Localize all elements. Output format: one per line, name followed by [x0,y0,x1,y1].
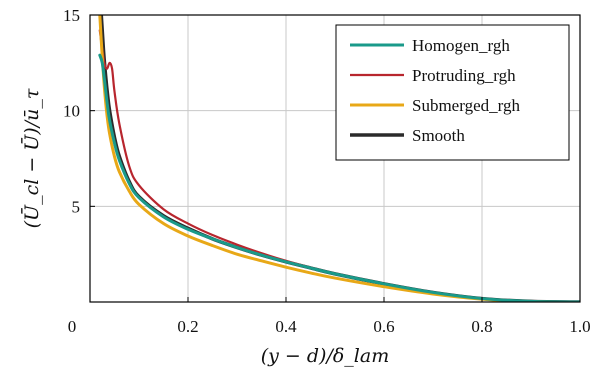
y-tick-label: 5 [72,197,81,216]
x-tick-label: 0.8 [471,317,492,336]
legend-label-submerged-rgh: Submerged_rgh [412,96,520,115]
x-tick-label: 0 [68,317,77,336]
x-axis-label: (y − d)/δ_lam [261,345,389,367]
y-tick-label: 10 [63,102,80,121]
legend-label-homogen-rgh: Homogen_rgh [412,36,510,55]
x-tick-label: 1.0 [569,317,590,336]
legend: Homogen_rgh Protruding_rgh Submerged_rgh Sm… [335,24,570,161]
y-axis-label: (Ū_cl − Ū)/ū_τ [20,88,43,228]
legend-label-smooth: Smooth [412,126,465,145]
tick-labels: 0 0.2 0.4 0.6 0.8 1.0 5 10 15 [63,6,591,336]
plot-frame [89,14,581,303]
x-tick-label: 0.4 [275,317,297,336]
legend-label-protruding-rgh: Protruding_rgh [412,66,516,85]
series-layer [98,15,580,302]
series-line-submerged-rgh [98,15,580,302]
x-tick-label: 0.2 [177,317,198,336]
series-line-homogen-rgh [98,53,580,302]
legend-box [335,24,570,161]
y-tick-label: 15 [63,6,80,25]
x-tick-label: 0.6 [373,317,394,336]
